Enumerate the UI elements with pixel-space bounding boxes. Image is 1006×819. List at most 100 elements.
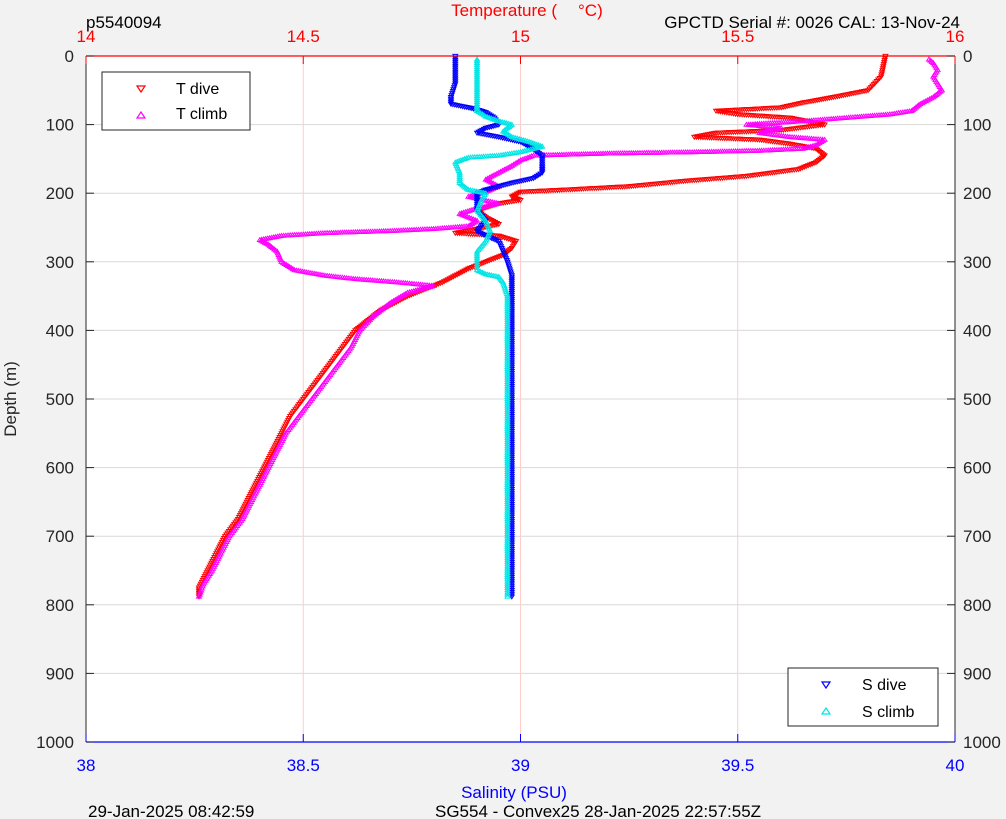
ticks: 0 0 100 100 200 200 300 300 400 400 500 500 600 600 70… [36, 27, 1001, 775]
depth-tick-label-right: 400 [963, 321, 991, 340]
depth-tick-label-right: 300 [963, 253, 991, 272]
salinity-axis-title: Salinity (PSU) [461, 783, 567, 802]
legend-t-climb-marker [135, 110, 147, 119]
data-point-s-climb [475, 267, 483, 273]
data-point-s-dive [496, 183, 504, 190]
temperature-axis-title-left: Temperature ( [451, 1, 557, 20]
legend-s-climb-marker [820, 706, 832, 715]
depth-tick-label-left: 0 [65, 47, 74, 66]
data-point-t-climb [528, 153, 535, 159]
depth-tick-label-right: 900 [963, 664, 991, 683]
data-point-t-climb [377, 307, 384, 313]
depth-tick-label-left: 300 [46, 253, 74, 272]
data-point-t-dive [503, 236, 510, 242]
data-point-t-climb [404, 289, 411, 295]
data-point-s-dive [508, 180, 516, 187]
data-point-t-climb [414, 286, 421, 293]
data-point-s-dive [493, 238, 501, 244]
data-point-t-climb [460, 209, 467, 215]
footer-mission-label: SG554 - Convex25 28-Jan-2025 22:57:55Z [435, 802, 761, 819]
data-point-t-dive [497, 234, 505, 240]
legend-temperature-box [101, 71, 251, 131]
footer-timestamp: 29-Jan-2025 08:42:59 [88, 802, 254, 819]
data-point-t-climb [371, 312, 378, 318]
data-point-s-dive [486, 186, 494, 192]
depth-tick-label-left: 900 [46, 664, 74, 683]
legend-t-dive-marker [135, 85, 147, 94]
legend-temperature: T dive T climb [101, 71, 251, 131]
depth-tick-label-right: 800 [963, 596, 991, 615]
data-point-t-dive [508, 237, 516, 244]
legend-s-dive-marker [820, 681, 832, 690]
data-point-s-climb [457, 180, 465, 187]
data-point-s-dive [504, 181, 512, 188]
legend-t-climb-label: T climb [176, 106, 227, 123]
data-point-t-climb [408, 288, 415, 294]
data-point-s-climb [514, 135, 521, 141]
temperature-tick-label: 16 [946, 27, 965, 46]
depth-tick-label-right: 200 [963, 184, 991, 203]
legend-s-climb-label: S climb [862, 704, 915, 721]
depth-tick-label-left: 1000 [36, 733, 74, 752]
depth-tick-label-right: 100 [963, 116, 991, 135]
grid [86, 56, 955, 742]
data-point-t-climb [458, 210, 465, 216]
data-point-s-climb [475, 108, 483, 115]
depth-tick-label-left: 600 [46, 459, 74, 478]
data-point-s-dive [490, 185, 498, 191]
data-point-t-climb [375, 308, 383, 314]
data-point-s-climb [523, 138, 531, 144]
depth-axis-title: Depth (m) [1, 361, 20, 437]
data-point-t-dive [495, 233, 503, 239]
data-point-t-climb [456, 210, 463, 216]
temperature-tick-label: 14 [77, 27, 96, 46]
temperature-axis-title-right: °C) [578, 1, 603, 20]
data-point-s-climb [473, 56, 481, 62]
data-point-s-dive [492, 185, 500, 191]
data-point-t-dive [353, 327, 361, 333]
data-point-s-climb [520, 137, 527, 143]
data-point-t-climb [418, 285, 425, 292]
data-point-t-climb [372, 311, 380, 317]
temperature-tick-label: 15 [511, 27, 530, 46]
data-point-t-climb [369, 313, 377, 319]
data-point-t-climb [464, 208, 471, 214]
data-point-t-climb [412, 287, 419, 293]
data-point-t-climb [420, 285, 427, 291]
profile-id-label: p5540094 [86, 13, 162, 32]
data-point-t-dive [499, 234, 506, 241]
data-point-t-climb [466, 192, 474, 199]
data-point-t-dive [797, 166, 804, 172]
depth-tick-label-right: 600 [963, 459, 991, 478]
series-layer [195, 53, 946, 600]
data-point-t-climb [927, 57, 934, 63]
legend-salinity-box [787, 667, 939, 727]
data-point-s-dive [502, 182, 510, 188]
data-point-s-dive [498, 183, 506, 189]
depth-tick-label-right: 0 [963, 47, 972, 66]
depth-tick-label-left: 100 [46, 116, 74, 135]
data-point-t-climb [279, 259, 287, 265]
depth-tick-label-right: 1000 [963, 733, 1001, 752]
data-point-t-climb [467, 206, 475, 213]
salinity-tick-label: 39 [511, 756, 530, 775]
legend-t-dive-label: T dive [176, 81, 219, 98]
data-point-t-climb [465, 193, 472, 199]
data-point-s-climb [463, 155, 470, 161]
data-point-s-climb [518, 136, 525, 142]
data-point-s-dive [500, 182, 508, 189]
data-point-s-dive [508, 594, 516, 600]
data-point-t-climb [462, 208, 469, 215]
temperature-tick-label: 15.5 [721, 27, 754, 46]
data-point-s-dive [494, 184, 502, 190]
data-point-s-climb [522, 137, 529, 143]
depth-tick-label-left: 200 [46, 184, 74, 203]
data-point-t-climb [937, 88, 944, 94]
data-point-t-climb [374, 309, 381, 316]
data-point-t-climb [422, 284, 429, 291]
data-point-t-climb [416, 286, 423, 292]
data-point-s-climb [512, 134, 519, 141]
data-point-t-climb [380, 304, 388, 311]
salinity-tick-label: 38 [77, 756, 96, 775]
